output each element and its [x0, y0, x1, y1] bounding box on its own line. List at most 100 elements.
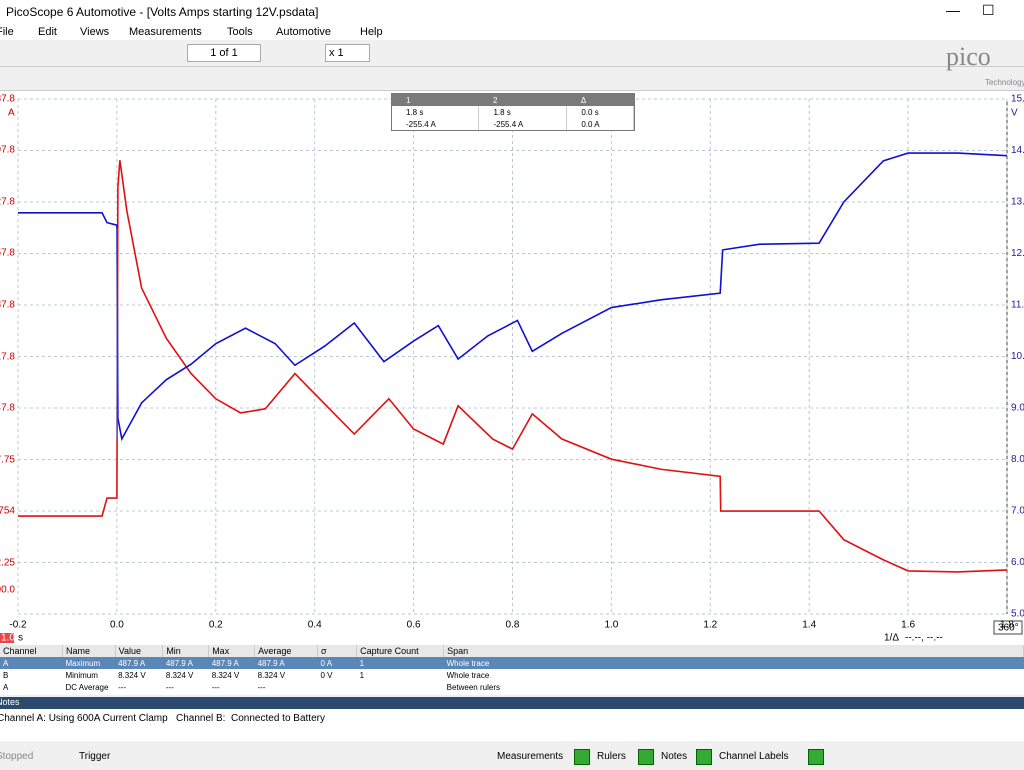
meas-header: Channel: [0, 645, 63, 657]
ruler-table: 1 2 Δ 1.8 s 1.8 s 0.0 s -255.4 A -255.4 A 0.0 A: [391, 93, 635, 131]
menu-item[interactable]: Help: [360, 26, 383, 38]
meas-cell: 0 V: [320, 670, 333, 680]
phase: 360°: [998, 623, 1019, 634]
meas-cell: B: [3, 670, 9, 680]
y-tick-label: 7.75: [0, 455, 15, 466]
y-tick-label: 27.8: [0, 197, 15, 208]
meas-cell: 487.9 A: [257, 658, 285, 668]
meas-cell: ---: [118, 682, 127, 692]
ruler-cell: 0.0 s: [566, 106, 634, 118]
toolbar-2: [0, 66, 1024, 91]
y2-tick-label: 13.0: [1011, 197, 1024, 208]
x-tick-label: 0.4: [308, 620, 322, 631]
meas-header: Max: [208, 645, 256, 657]
logo: pico: [946, 42, 991, 71]
window-title: PicoScope 6 Automotive - [Volts Amps sta…: [6, 5, 319, 19]
x-tick-label: 1.4: [802, 620, 816, 631]
y2-unit: V: [1011, 108, 1018, 119]
status-item[interactable]: Notes: [661, 751, 688, 762]
timebase: 1.0: [1, 633, 15, 644]
toggle-icon: [574, 749, 590, 765]
status-item[interactable]: Channel Labels: [719, 751, 789, 762]
meas-row[interactable]: A DC Average --- --- --- --- Between rulers: [0, 681, 1024, 693]
toolbar: 1 of 1 x 1 pico Technology: [0, 40, 1024, 87]
menu-item[interactable]: File: [0, 26, 14, 38]
meas-cell: [357, 681, 444, 693]
menu-item[interactable]: Automotive: [276, 26, 332, 38]
freq-label: 1/Δ: [884, 633, 899, 644]
y-tick-label: 57.8: [0, 248, 15, 259]
minimize[interactable]: —: [946, 2, 960, 18]
meas-header: Min: [162, 645, 210, 657]
x-unit: s: [18, 633, 23, 644]
meas-cell: ---: [211, 682, 220, 692]
trace: [18, 160, 1008, 573]
x-tick-label: 0.0: [110, 620, 124, 631]
meas-cell: Between rulers: [446, 682, 500, 692]
x-tick-label: -0.2: [9, 620, 27, 631]
y-tick-label: 17.8: [0, 352, 15, 363]
logo-sub: Technology: [985, 78, 1024, 87]
ruler-cell: 0.0 A: [566, 118, 634, 130]
meas-header: Capture Count: [356, 645, 445, 657]
meas-cell: DC Average: [65, 682, 109, 692]
meas-cell: Maximum: [65, 658, 101, 668]
measurements: Channel Name Value Min Max Average σ Capture Co…: [0, 645, 1024, 695]
toggle-icon: [808, 749, 824, 765]
meas-cell: Minimum: [65, 670, 98, 680]
meas-cell: 487.9 A: [118, 658, 146, 668]
toggle-icon: [696, 749, 712, 765]
menu-item[interactable]: Tools: [227, 26, 253, 38]
y-tick-label: 2.25: [0, 558, 15, 569]
page-box[interactable]: 1 of 1: [187, 44, 261, 62]
freq-value: --.--, --.--: [905, 633, 943, 644]
phase-box: [993, 620, 1023, 635]
toggle-icon: [638, 749, 654, 765]
y2-tick-label: 14.0: [1011, 145, 1024, 156]
y2-tick-label: 8.0: [1011, 454, 1024, 465]
menu-item[interactable]: Views: [80, 26, 110, 38]
zoom-box[interactable]: x 1: [325, 44, 370, 62]
y2-tick-label: 11.0: [1011, 300, 1024, 311]
meas-cell: 8.324 V: [165, 670, 194, 680]
ruler-row: 1.8 s 1.8 s 0.0 s: [392, 106, 634, 118]
ruler-header: Δ: [580, 95, 587, 105]
y2-tick-label: 5.0: [1011, 609, 1024, 620]
meas-cell: 0 A: [320, 658, 333, 668]
y2-tick-label: 12.0: [1011, 248, 1024, 259]
meas-row[interactable]: B Minimum 8.324 V 8.324 V 8.324 V 8.324 V 0 V 1…: [0, 669, 1024, 681]
timebase-box[interactable]: [0, 633, 14, 643]
ruler-header: 2: [492, 95, 498, 105]
y-tick-label: 47.8: [0, 403, 15, 414]
meas-header: Value: [115, 645, 164, 657]
ruler-cell: -255.4 A: [478, 118, 568, 130]
menu-item[interactable]: Measurements: [129, 26, 202, 38]
y2-tick-label: 6.0: [1011, 557, 1024, 568]
y-unit: A: [8, 108, 15, 119]
trace: [18, 152, 1008, 442]
status-item[interactable]: Measurements: [497, 751, 564, 762]
y-tick-label: 87.8: [0, 94, 15, 105]
ruler-row: -255.4 A -255.4 A 0.0 A: [392, 118, 634, 130]
x-tick-label: 1.2: [703, 620, 717, 631]
plot: A V s 1.0 360° 1/Δ --.--, --.-- -0.2 0.0 0…: [0, 91, 1024, 645]
meas-cell: A: [3, 658, 9, 668]
maximize[interactable]: ☐: [982, 2, 995, 18]
meas-cell: 1: [359, 658, 365, 668]
x-tick-label: 1.0: [604, 620, 618, 631]
menu-item[interactable]: Edit: [38, 26, 57, 38]
meas-cell: ---: [165, 682, 174, 692]
meas-row[interactable]: A Maximum 487.9 A 487.9 A 487.9 A 487.9 A 0 A 1…: [0, 657, 1024, 669]
notes-title: Notes: [0, 697, 20, 707]
ruler-cell: -255.4 A: [392, 118, 480, 130]
y-tick-label: 00.0: [0, 585, 15, 596]
status-item[interactable]: Rulers: [597, 751, 626, 762]
status-bar: Stopped Trigger Measurements Rulers Notes C…: [0, 744, 1024, 770]
run-status[interactable]: Stopped: [0, 751, 34, 762]
y2-tick-label: 15.0: [1011, 94, 1024, 105]
meas-cell: 8.324 V: [211, 670, 240, 680]
menu-bar: File Edit Views Measurements Tools Automotive…: [0, 24, 1024, 40]
y2-tick-label: 9.0: [1011, 403, 1024, 414]
x-tick-label: 0.8: [506, 620, 520, 631]
trigger[interactable]: Trigger: [79, 751, 111, 762]
